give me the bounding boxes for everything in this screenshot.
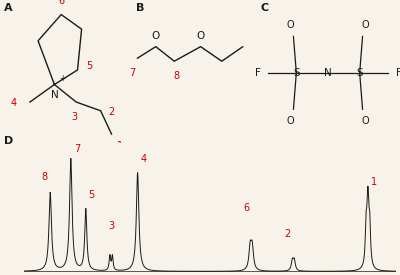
- Text: 3: 3: [108, 221, 114, 231]
- Text: 1: 1: [117, 141, 123, 151]
- Text: O: O: [362, 20, 369, 30]
- Text: O: O: [362, 116, 369, 126]
- Text: F: F: [396, 68, 400, 78]
- Text: F: F: [254, 68, 260, 78]
- Text: 1: 1: [370, 177, 376, 187]
- Text: B: B: [136, 3, 144, 13]
- Text: C: C: [260, 3, 268, 13]
- Text: O: O: [287, 116, 294, 126]
- Text: N: N: [50, 90, 58, 100]
- Text: 4: 4: [10, 98, 17, 108]
- Text: 2: 2: [284, 229, 290, 239]
- Text: S: S: [356, 68, 363, 78]
- Text: 7: 7: [129, 68, 135, 78]
- Text: 7: 7: [74, 144, 80, 154]
- Text: 3: 3: [72, 112, 78, 122]
- Text: O: O: [152, 31, 160, 42]
- Text: N: N: [324, 68, 332, 78]
- Text: 5: 5: [88, 190, 94, 200]
- Text: S: S: [293, 68, 300, 78]
- Text: 8: 8: [174, 71, 180, 81]
- Text: 4: 4: [141, 154, 147, 164]
- Text: 2: 2: [108, 107, 115, 117]
- Text: D: D: [4, 136, 13, 146]
- Text: O: O: [287, 20, 294, 30]
- Text: 5: 5: [87, 60, 93, 71]
- Text: +: +: [59, 74, 66, 83]
- Text: O: O: [196, 31, 205, 42]
- Text: 8: 8: [41, 172, 47, 182]
- Text: 6: 6: [58, 0, 64, 6]
- Text: 6: 6: [243, 203, 249, 213]
- Text: A: A: [4, 3, 13, 13]
